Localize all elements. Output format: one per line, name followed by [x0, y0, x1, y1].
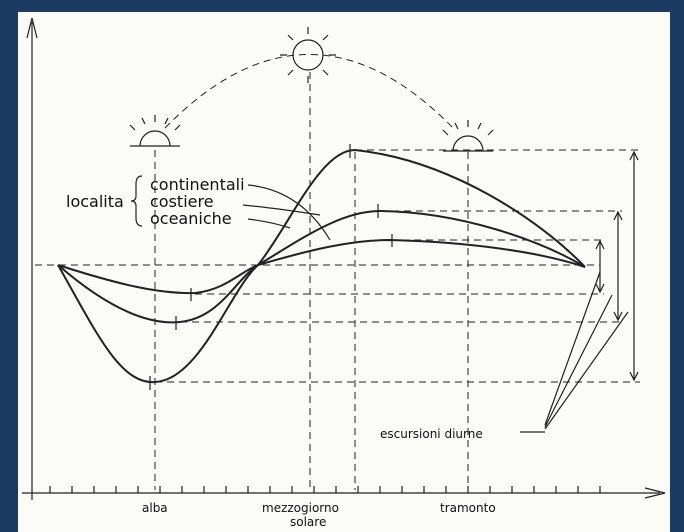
label: localita [66, 192, 124, 211]
label: oceaniche [150, 209, 232, 228]
page [18, 12, 670, 532]
label: continentali [150, 175, 245, 194]
x-label: solare [290, 515, 326, 529]
label: escursioni diurne [380, 427, 483, 441]
x-label: tramonto [440, 501, 496, 515]
curves [57, 144, 586, 390]
suns [129, 27, 494, 152]
x-label: mezzogiorno [262, 501, 339, 515]
label: costiere [150, 192, 214, 211]
leaders [242, 184, 331, 241]
excursions [520, 150, 639, 433]
x-label: alba [142, 501, 168, 515]
brace [130, 175, 143, 227]
axes [22, 17, 666, 500]
